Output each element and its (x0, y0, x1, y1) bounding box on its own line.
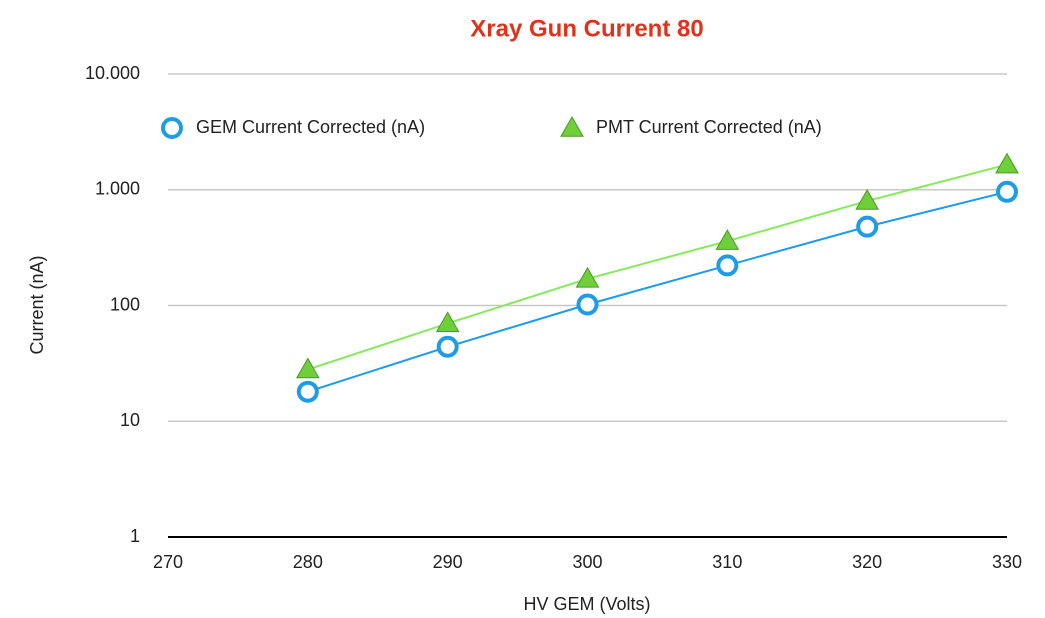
marker-circle (716, 254, 739, 277)
marker-triangle (855, 188, 880, 210)
y-tick-label: 1 (130, 526, 140, 546)
x-tick-label: 310 (712, 552, 742, 572)
marker-circle (856, 215, 879, 238)
marker-circle (436, 335, 459, 358)
x-axis-label: HV GEM (Volts) (523, 594, 650, 614)
marker-triangle (995, 152, 1019, 174)
x-tick-label: 320 (852, 552, 882, 572)
x-tick-label: 330 (992, 552, 1022, 572)
series-line (307, 163, 1008, 371)
x-tick-label: 270 (153, 552, 183, 572)
marker-circle (161, 117, 183, 139)
x-tick-label: 300 (572, 552, 602, 572)
x-tick-label: 290 (433, 552, 463, 572)
y-tick-label: 10.000 (85, 63, 140, 83)
marker-triangle (715, 229, 740, 250)
y-tick-label: 1.000 (95, 179, 140, 199)
marker-triangle (295, 357, 320, 379)
legend-label: GEM Current Corrected (nA) (196, 117, 425, 137)
marker-circle (296, 380, 319, 403)
marker-circle (996, 180, 1018, 203)
x-tick-label: 280 (293, 552, 323, 572)
legend-label: PMT Current Corrected (nA) (596, 117, 822, 137)
marker-circle (576, 293, 599, 316)
marker-triangle (575, 266, 600, 288)
marker-triangle (560, 115, 584, 137)
y-axis-label: Current (nA) (27, 255, 47, 354)
y-tick-label: 100 (110, 294, 140, 314)
marker-triangle (435, 311, 460, 333)
y-tick-label: 10 (120, 410, 140, 430)
chart-title: Xray Gun Current 80 (470, 15, 703, 42)
series-line (307, 190, 1008, 393)
